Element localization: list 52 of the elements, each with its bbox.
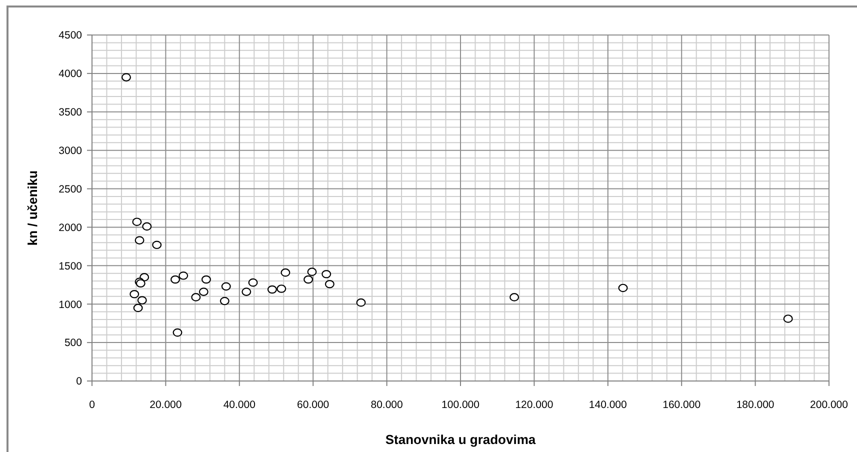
point: [324, 280, 334, 288]
x-tick-label: 200.000: [810, 399, 848, 411]
x-tick-label: 60.000: [297, 399, 330, 411]
point: [221, 282, 231, 291]
x-tick-label: 120.000: [515, 399, 554, 411]
point: [618, 284, 628, 292]
y-tick-label: 1500: [58, 260, 82, 272]
y-tick-label: 4000: [58, 68, 82, 80]
point: [201, 275, 211, 284]
point: [152, 240, 162, 250]
y-tick-label: 1000: [58, 298, 82, 311]
y-tick-label: 2500: [58, 183, 82, 196]
x-tick-label: 140.000: [588, 399, 628, 411]
point: [304, 275, 314, 284]
point: [276, 284, 286, 293]
point: [322, 270, 332, 278]
x-tick-label: 80.000: [370, 399, 404, 411]
point: [356, 298, 366, 307]
y-tick-label: 4500: [58, 30, 82, 42]
x-axis-title: Stanovnika u gradovima: [385, 432, 536, 447]
point: [122, 73, 132, 82]
x-tick-label: 20.000: [150, 399, 182, 411]
point: [142, 222, 152, 231]
point: [307, 268, 317, 276]
y-axis-title: kn / učeniku: [25, 170, 40, 246]
y-tick-label: 2000: [58, 222, 82, 234]
x-tick-label: 180.000: [736, 399, 774, 411]
point: [783, 314, 793, 323]
point: [130, 290, 140, 298]
y-tick-label: 0: [76, 376, 82, 388]
point: [248, 278, 258, 287]
point: [267, 285, 277, 294]
point: [137, 296, 147, 304]
x-tick-label: 160.000: [662, 399, 701, 411]
x-tick-label: 40.000: [223, 399, 256, 411]
point: [198, 288, 208, 296]
point: [132, 218, 142, 226]
point: [280, 268, 290, 277]
point: [191, 293, 201, 302]
point: [172, 328, 182, 337]
y-tick-label: 3500: [58, 106, 82, 119]
point: [178, 272, 188, 280]
point: [133, 304, 143, 312]
point: [220, 296, 230, 306]
point: [170, 275, 180, 284]
x-tick-label: 100.000: [442, 399, 480, 411]
y-tick-label: 500: [64, 337, 82, 350]
point: [134, 236, 144, 244]
point: [242, 288, 252, 296]
x-tick-label: 0: [89, 399, 96, 411]
point: [510, 293, 520, 302]
y-tick-label: 3000: [58, 145, 82, 158]
